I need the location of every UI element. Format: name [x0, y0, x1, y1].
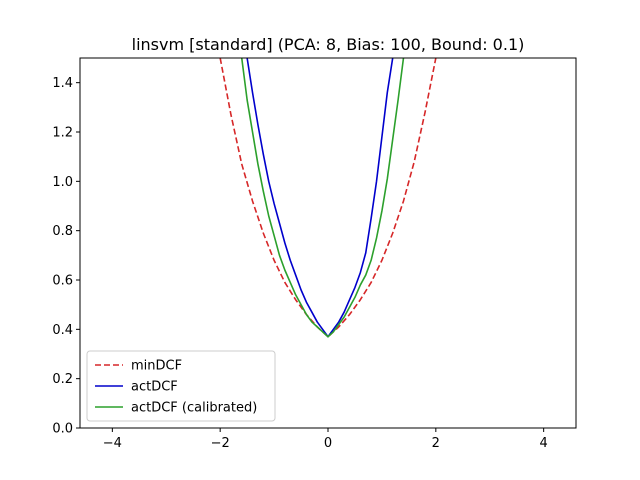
y-tick-label: 1.0	[52, 175, 73, 190]
x-tick-label: 4	[540, 436, 548, 451]
series-line-2	[240, 58, 405, 338]
y-tick-label: 0.8	[52, 224, 73, 239]
legend-label-0: minDCF	[131, 359, 182, 374]
legend-label-2: actDCF (calibrated)	[131, 401, 257, 416]
y-tick-label: 0.2	[52, 372, 73, 387]
legend-box	[86, 350, 276, 422]
chart-title: linsvm [standard] (PCA: 8, Bias: 100, Bo…	[132, 35, 525, 54]
x-tick-label: 2	[432, 436, 440, 451]
series-layer	[219, 58, 437, 338]
series-line-0	[219, 58, 437, 338]
x-tick-label: −2	[211, 436, 230, 451]
legend: minDCF actDCF actDCF (calibrated)	[86, 350, 276, 422]
x-tick-label: 0	[324, 436, 332, 451]
y-tick-label: 0.4	[52, 323, 73, 338]
y-tick-label: 0.0	[52, 422, 73, 437]
plot-frame	[79, 57, 577, 429]
y-tick-label: 1.2	[52, 126, 73, 141]
y-tick-label: 0.6	[52, 274, 73, 289]
x-tick-label: −4	[103, 436, 122, 451]
legend-label-1: actDCF	[131, 380, 178, 395]
axes-layer: −4 −2 0 2 4 0.0 0.2 0.4 0.6 0.8 1.0 1.2 1.4	[52, 76, 547, 451]
y-tick-label: 1.4	[52, 76, 73, 91]
series-line-1	[246, 58, 394, 338]
